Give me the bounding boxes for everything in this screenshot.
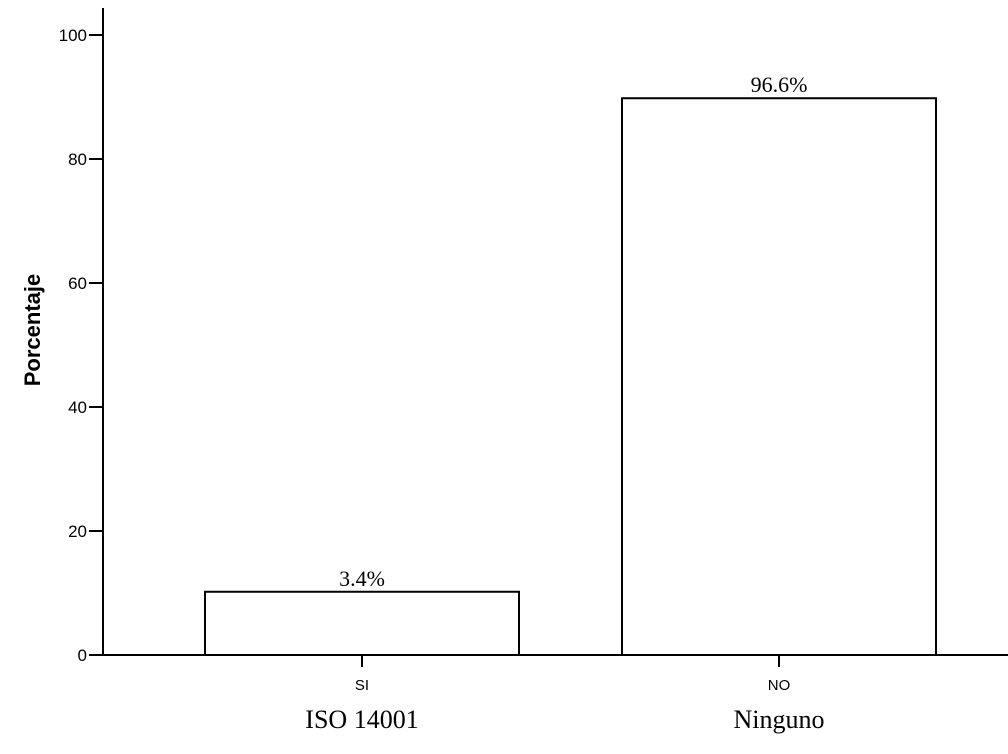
y-axis-label: Porcentaje bbox=[20, 274, 45, 387]
y-tick-label: 60 bbox=[68, 274, 87, 293]
x-tick-label: NO bbox=[768, 677, 791, 694]
bars bbox=[204, 97, 937, 657]
y-tick-label: 80 bbox=[68, 150, 87, 169]
y-tick-label: 40 bbox=[68, 398, 87, 417]
x-group-label: Ninguno bbox=[734, 705, 825, 734]
bar-data-label: 3.4% bbox=[339, 566, 385, 591]
x-tick-label: SI bbox=[355, 677, 369, 694]
y-tick-label: 100 bbox=[59, 26, 87, 45]
y-axis: 0 20 40 60 80 100 bbox=[59, 8, 104, 665]
bar-data-label: 96.6% bbox=[751, 72, 808, 97]
x-group-label: ISO 14001 bbox=[305, 705, 418, 734]
bar-no bbox=[621, 97, 937, 657]
y-tick-label: 0 bbox=[78, 646, 87, 665]
y-tick-label: 20 bbox=[68, 522, 87, 541]
x-axis: SI ISO 14001 NO Ninguno bbox=[89, 654, 1008, 734]
bar-si bbox=[204, 590, 520, 657]
bar-labels: 3.4% 96.6% bbox=[339, 72, 807, 591]
